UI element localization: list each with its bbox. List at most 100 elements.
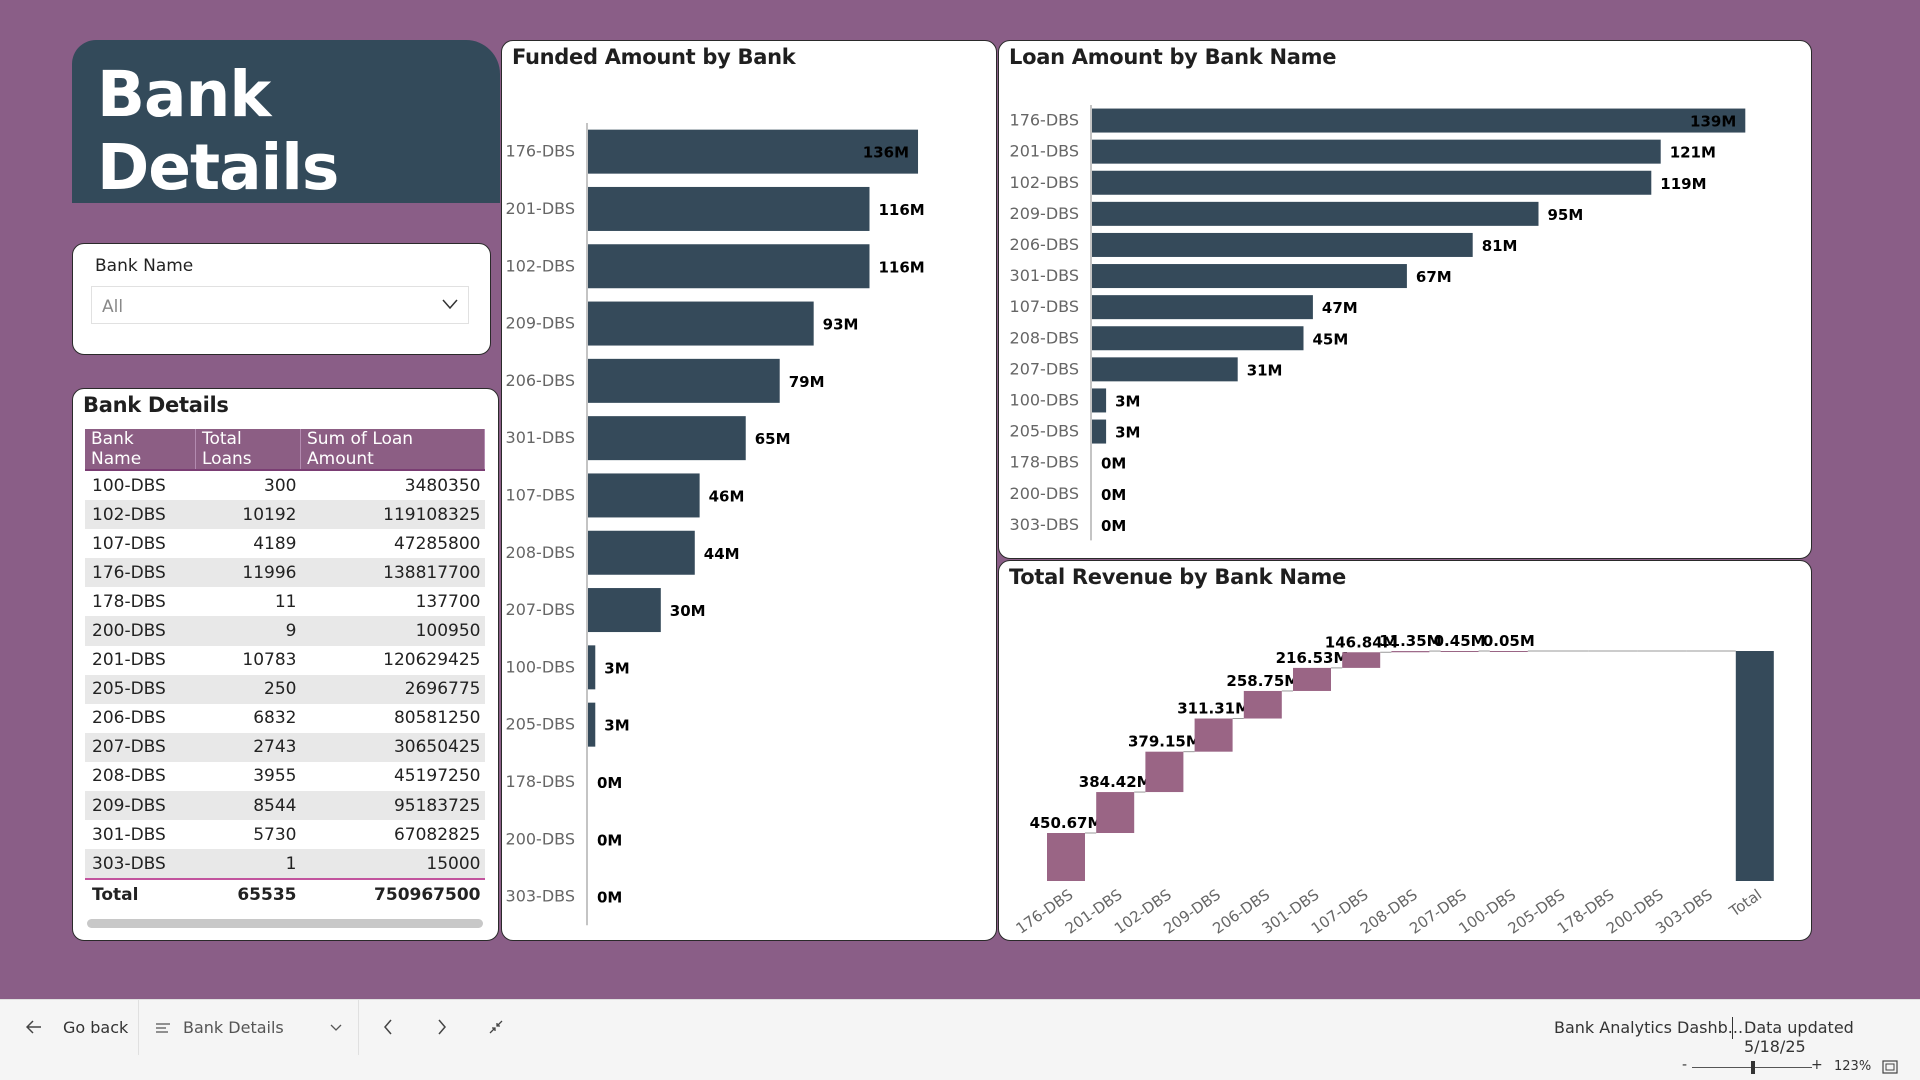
bar [588,473,700,518]
table-row[interactable]: 208-DBS 3955 45197250 [85,762,485,791]
bank-name-cell: 208-DBS [92,766,166,787]
go-back-button[interactable]: Go back [63,1018,129,1037]
table-row[interactable]: 178-DBS 11 137700 [85,587,485,616]
table-row[interactable]: 207-DBS 2743 30650425 [85,732,485,762]
bar [1092,139,1661,164]
fit-to-page-icon[interactable] [1882,1060,1898,1074]
waterfall-bar [1440,651,1479,653]
data-label: 3M [1115,392,1140,410]
bank-name-cell: 209-DBS [85,791,196,821]
bar [588,186,870,231]
bank-details-table: Bank Details Bank Name Total Loans Sum o… [72,388,499,941]
bar [1092,232,1473,257]
zoom-in-button[interactable]: + [1811,1057,1823,1073]
bank-name-cell: 207-DBS [85,732,196,762]
y-tick-label: 100-DBS [1010,390,1079,409]
page-list-icon [156,1023,170,1033]
data-label: 216.53M [1276,649,1349,667]
funded-amount-bar-chart: 176-DBS 136M 201-DBS 116M 102-DBS 116M 209-DBS… [506,123,925,926]
table-row[interactable]: 206-DBS 6832 80581250 [85,704,485,733]
funded-amount-chart: Funded Amount by Bank 176-DBS 136M 201-DBS… [501,40,997,941]
y-tick-label: 201-DBS [1010,142,1079,161]
divider [1732,1017,1733,1039]
total-loans-cell: 9 [195,616,301,646]
table-row[interactable]: 303-DBS 1 15000 [85,849,485,880]
total-loans-cell: 5730 [253,824,297,845]
table-row[interactable]: 102-DBS 10192 119108325 [85,500,485,530]
total-bar [1735,651,1774,881]
total-loans-cell: 6832 [253,708,297,729]
y-tick-label: 206-DBS [506,371,575,390]
column-header-total-loans[interactable]: Total Loans [195,429,301,471]
zoom-slider[interactable] [1692,1061,1812,1074]
navigation-bar: Go back Bank Details Bank Analytics Dash… [0,999,1920,1056]
exit-fullscreen-icon[interactable] [488,1019,504,1035]
data-label: 44M [704,545,740,563]
zoom-slider-thumb[interactable] [1751,1061,1755,1074]
data-label: 79M [789,373,825,391]
arrow-left-icon[interactable] [26,1020,42,1034]
y-tick-label: 107-DBS [506,485,575,504]
data-label: 3M [604,717,629,735]
loan-amount-cell: 67082825 [393,824,481,845]
bar [1092,170,1652,195]
data-label: 379.15M [1128,733,1201,751]
table-title: Bank Details [83,393,229,417]
chart-title: Funded Amount by Bank [512,45,796,69]
total-loans-cell: 8544 [195,791,301,821]
data-label: 146.84M [1325,633,1398,651]
page-selector[interactable]: Bank Details [183,1018,284,1037]
previous-page-icon[interactable] [383,1019,393,1035]
table-row[interactable]: 205-DBS 250 2696775 [85,674,485,704]
y-tick-label: 208-DBS [506,543,575,562]
data-label: 0M [1101,517,1126,535]
loan-amount-cell: 3480350 [404,475,481,496]
waterfall-bar [1293,667,1331,691]
table-row[interactable]: 200-DBS 9 100950 [85,616,485,646]
waterfall-bar [1243,690,1282,719]
next-page-icon[interactable] [437,1019,447,1035]
chart-title: Loan Amount by Bank Name [1009,45,1337,69]
loan-amount-cell: 30650425 [300,732,485,762]
loan-amount-cell: 45197250 [393,766,481,787]
data-label: 121M [1670,144,1716,162]
loan-amount-cell: 138817700 [300,558,485,588]
zoom-out-button[interactable]: - [1682,1057,1688,1073]
data-label: 81M [1482,237,1518,255]
data-label: 0M [597,774,622,792]
data-label: 384.42M [1079,773,1152,791]
y-tick-label: 102-DBS [506,256,575,275]
data-label: 0M [597,889,622,907]
bank-name-cell: 301-DBS [92,824,166,845]
table-row[interactable]: 209-DBS 8544 95183725 [85,791,485,821]
total-label: Total [85,878,196,911]
status-bar: - + 123% [0,1055,1920,1080]
column-header-loan-amount[interactable]: Sum of Loan Amount [300,429,485,471]
chevron-down-icon[interactable] [330,1024,342,1032]
page-title: Bank Details [97,58,339,204]
bar [1092,326,1304,351]
table-row[interactable]: 107-DBS 4189 47285800 [85,529,485,558]
loan-amount-bar-chart: 176-DBS 139M 201-DBS 121M 102-DBS 119M 209-DBS… [1010,105,1746,541]
table-row[interactable]: 100-DBS 300 3480350 [85,470,485,500]
bar [588,244,870,289]
data-label: 0M [597,831,622,849]
data-updated-text: Data updated 5/18/25 [1744,1018,1854,1056]
table-row[interactable]: 176-DBS 11996 138817700 [85,558,485,588]
slicer-dropdown[interactable]: All [91,286,469,324]
table-row[interactable]: 201-DBS 10783 120629425 [85,646,485,675]
data-label: 47M [1322,299,1358,317]
waterfall-bar [1391,651,1430,653]
total-loans-total: 65535 [195,878,301,911]
total-loans-cell: 1 [195,849,301,880]
loan-amount-cell: 95183725 [300,791,485,821]
table-row[interactable]: 301-DBS 5730 67082825 [85,820,485,849]
horizontal-scrollbar[interactable] [87,919,483,928]
bank-name-cell: 200-DBS [85,616,196,646]
column-header-bank-name[interactable]: Bank Name [85,429,196,471]
table-total-row: Total 65535 750967500 [85,878,485,911]
total-loans-cell: 10192 [195,500,301,530]
loan-amount-cell: 47285800 [393,533,481,554]
slicer-label: Bank Name [95,256,194,276]
total-loans-cell: 10783 [242,650,297,671]
